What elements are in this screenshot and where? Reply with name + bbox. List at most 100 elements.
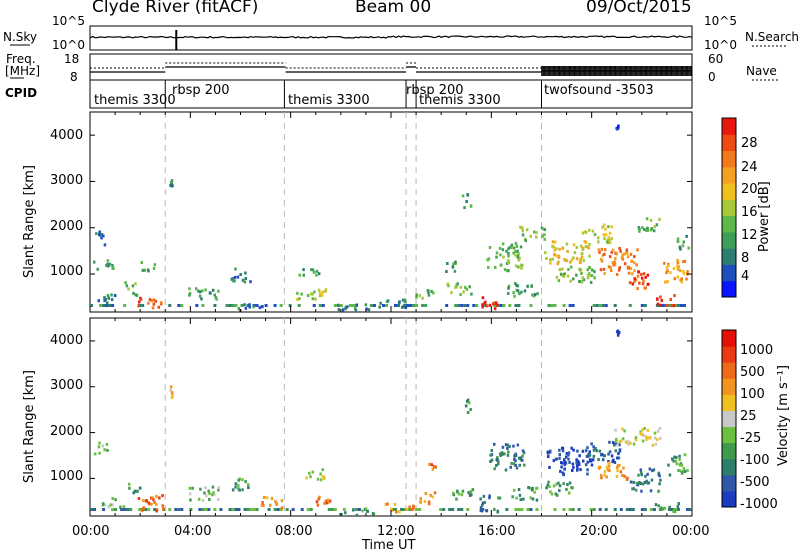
velocity-cell <box>686 469 689 472</box>
velocity-cell <box>682 467 686 470</box>
power-cell <box>315 273 318 277</box>
power-cell <box>607 236 610 239</box>
power-cell <box>320 293 324 297</box>
power-cell <box>225 304 229 307</box>
power-cell <box>646 226 649 230</box>
velocity-cell <box>621 474 624 477</box>
velocity-cell <box>552 484 556 488</box>
power-cell <box>583 240 587 244</box>
velocity-cell <box>144 499 148 503</box>
power-cell <box>160 301 163 305</box>
power-cell <box>552 245 555 249</box>
power-cell <box>248 303 251 307</box>
power-cell <box>239 273 242 276</box>
power-cell <box>579 268 583 272</box>
power-cell <box>378 305 381 309</box>
power-cell <box>516 249 519 253</box>
power-cell <box>587 246 590 250</box>
power-cell <box>578 280 581 283</box>
velocity-cell <box>217 486 220 490</box>
velocity-cell <box>102 502 105 506</box>
power-cell <box>195 287 198 291</box>
velocity-cell <box>619 470 623 474</box>
power-cell <box>612 263 616 267</box>
velocity-cell <box>237 484 240 488</box>
velocity-cell <box>567 451 571 455</box>
velocity-panel-colorbar-swatch <box>722 426 736 444</box>
velocity-cell <box>613 461 617 464</box>
velocity-cell <box>581 449 585 453</box>
power-cell <box>501 248 505 252</box>
velocity-cell <box>197 497 201 501</box>
power-cell <box>314 297 317 301</box>
velocity-cell <box>566 483 569 487</box>
power-cell <box>367 308 371 312</box>
power-cell <box>427 291 430 295</box>
velocity-cell <box>557 481 560 485</box>
power-cell <box>631 282 635 286</box>
power-cell <box>543 237 546 241</box>
power-cell <box>555 254 559 258</box>
power-cell <box>306 294 310 297</box>
velocity-cell <box>571 486 574 490</box>
velocity-cell <box>433 491 437 495</box>
power-cell <box>673 304 677 307</box>
power-cell <box>683 259 687 263</box>
velocity-cell <box>419 500 422 504</box>
power-cell <box>553 248 556 252</box>
velocity-cell <box>523 463 526 467</box>
power-cell <box>246 304 250 307</box>
power-cell <box>481 296 485 300</box>
power-ytick: 1000 <box>50 264 84 279</box>
velocity-cell <box>614 428 617 432</box>
velocity-cell <box>515 466 519 470</box>
nsky-gap-marker <box>175 30 178 50</box>
power-cell <box>572 256 575 260</box>
velocity-panel-colorbar-frame <box>721 329 737 508</box>
power-cell <box>517 258 521 262</box>
velocity-cell <box>627 442 630 446</box>
power-cell <box>600 257 603 261</box>
velocity-cell <box>265 496 269 500</box>
velocity-cell <box>658 482 661 486</box>
power-cell <box>453 269 457 273</box>
velocity-cell <box>128 486 131 490</box>
power-cell <box>157 305 160 309</box>
power-cell <box>421 304 425 307</box>
power-cell <box>555 275 559 279</box>
power-cell <box>237 307 240 311</box>
velocity-cell <box>328 499 332 503</box>
velocity-cell <box>127 482 131 486</box>
power-cell <box>446 262 449 265</box>
nsky-label: N.Sky <box>3 30 38 44</box>
station-title: Clyde River (fitACF) <box>92 0 259 17</box>
power-cell <box>169 184 172 187</box>
velocity-panel-colorbar-swatch <box>722 458 736 476</box>
velocity-cell <box>244 480 247 484</box>
power-cell <box>566 274 570 278</box>
power-cell <box>638 229 641 233</box>
power-cell <box>111 304 115 307</box>
power-cell <box>198 290 202 294</box>
power-cell <box>566 249 569 253</box>
power-cell <box>680 280 683 284</box>
velocity-cell <box>607 464 611 468</box>
velocity-cell <box>280 506 284 510</box>
power-cell <box>679 304 683 307</box>
power-cell <box>125 284 129 288</box>
velocity-cell <box>518 493 522 497</box>
velocity-cell <box>673 455 676 459</box>
velocity-cell <box>306 508 310 511</box>
power-cell <box>241 278 245 282</box>
power-cell <box>597 236 600 240</box>
power-cell <box>397 304 401 307</box>
power-cell <box>188 292 192 295</box>
power-cell <box>446 282 449 286</box>
power-cell <box>516 255 519 259</box>
power-ytick: 2000 <box>50 219 84 234</box>
power-cell <box>309 292 313 296</box>
power-cell <box>244 277 247 280</box>
power-cell <box>666 280 669 284</box>
velocity-cell <box>267 508 271 511</box>
velocity-cell <box>618 330 621 334</box>
